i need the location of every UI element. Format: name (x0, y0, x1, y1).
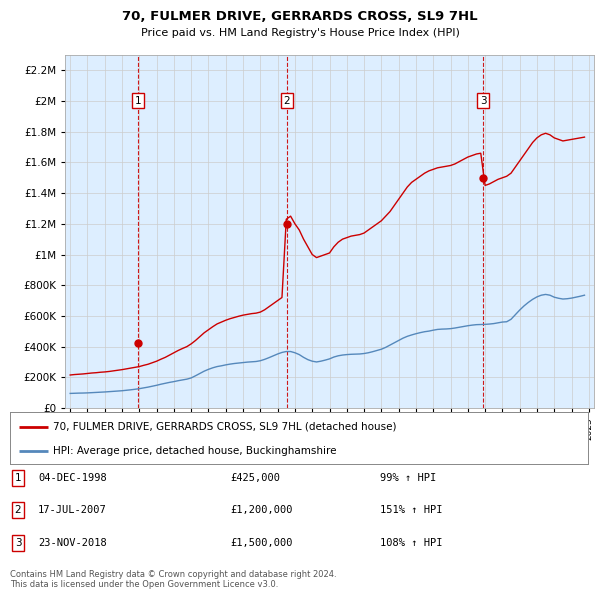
Text: 3: 3 (14, 538, 22, 548)
Text: 2: 2 (14, 505, 22, 515)
Text: 70, FULMER DRIVE, GERRARDS CROSS, SL9 7HL: 70, FULMER DRIVE, GERRARDS CROSS, SL9 7H… (122, 10, 478, 23)
Text: 2: 2 (284, 96, 290, 106)
Text: 23-NOV-2018: 23-NOV-2018 (38, 538, 107, 548)
Text: 151% ↑ HPI: 151% ↑ HPI (380, 505, 443, 515)
Text: HPI: Average price, detached house, Buckinghamshire: HPI: Average price, detached house, Buck… (53, 446, 337, 456)
Text: 1: 1 (14, 473, 22, 483)
Text: 1: 1 (134, 96, 141, 106)
Text: Contains HM Land Registry data © Crown copyright and database right 2024.
This d: Contains HM Land Registry data © Crown c… (10, 570, 337, 589)
Text: 108% ↑ HPI: 108% ↑ HPI (380, 538, 443, 548)
Text: 99% ↑ HPI: 99% ↑ HPI (380, 473, 436, 483)
Text: £1,500,000: £1,500,000 (230, 538, 293, 548)
Text: Price paid vs. HM Land Registry's House Price Index (HPI): Price paid vs. HM Land Registry's House … (140, 28, 460, 38)
Text: 3: 3 (480, 96, 487, 106)
Text: 70, FULMER DRIVE, GERRARDS CROSS, SL9 7HL (detached house): 70, FULMER DRIVE, GERRARDS CROSS, SL9 7H… (53, 422, 397, 431)
Text: £1,200,000: £1,200,000 (230, 505, 293, 515)
Text: £425,000: £425,000 (230, 473, 280, 483)
Text: 17-JUL-2007: 17-JUL-2007 (38, 505, 107, 515)
Text: 04-DEC-1998: 04-DEC-1998 (38, 473, 107, 483)
